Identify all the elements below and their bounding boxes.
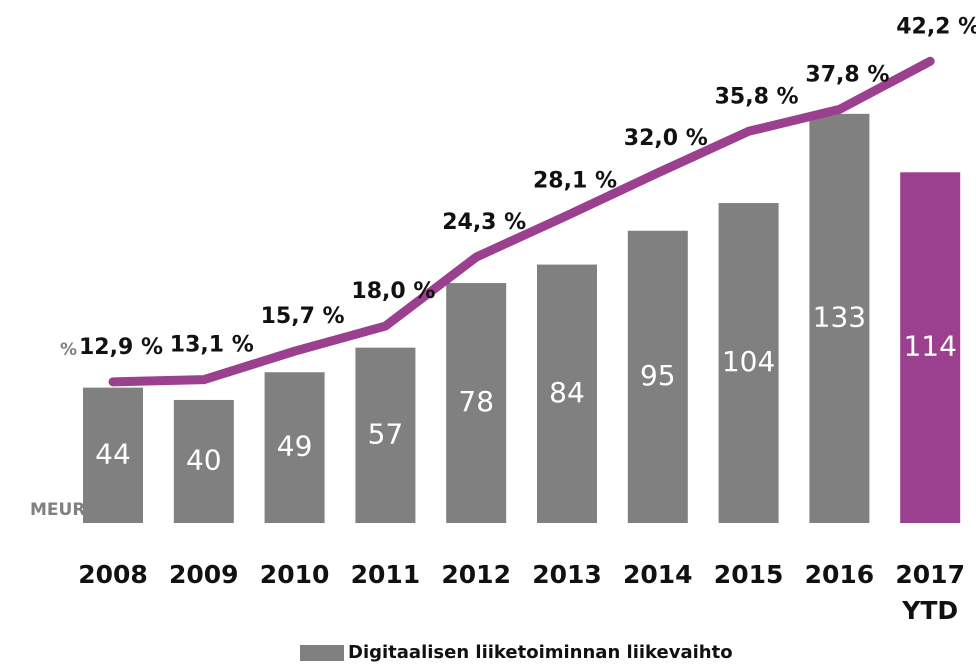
bar-label: 104 — [722, 345, 775, 378]
x-tick-label: 2015 — [713, 560, 784, 589]
line-label: 32,0 % — [624, 126, 708, 151]
line — [108, 56, 935, 387]
x-tick-label: 2009 — [169, 560, 239, 589]
x-tick-label: 2016 — [804, 560, 875, 589]
line-label: 15,7 % — [261, 304, 345, 329]
x-tick-label: 2017 YTD — [895, 560, 965, 625]
line-label: 24,3 % — [442, 210, 526, 235]
bar-label: 84 — [549, 376, 585, 409]
bar — [264, 372, 325, 523]
x-tick-label: 2011 — [350, 560, 421, 589]
bar — [627, 230, 688, 523]
bar — [83, 387, 143, 523]
x-tick-label: 2010 — [259, 560, 330, 589]
bar — [809, 113, 870, 524]
line-label: 37,8 % — [805, 62, 889, 87]
line-label: 42,2 % — [896, 14, 976, 39]
bar-label: 44 — [95, 437, 131, 470]
bar-label: 78 — [458, 385, 494, 418]
legend-label: Digitaalisen liiketoiminnan liikevaihto — [348, 642, 733, 663]
y2-axis-label: % — [60, 340, 77, 360]
line-label: 18,0 % — [351, 279, 435, 304]
y-axis-label: MEUR — [30, 500, 85, 520]
bar-label: 40 — [186, 443, 222, 476]
bar — [355, 347, 416, 523]
x-tick-label: 2013 — [532, 560, 602, 589]
x-tick-label: 2012 — [441, 560, 511, 589]
bar — [537, 264, 597, 523]
bar-label: 114 — [903, 330, 956, 363]
bar-label: 49 — [277, 430, 313, 463]
bar — [900, 172, 961, 523]
bar-label: 95 — [640, 359, 676, 392]
bar — [446, 283, 507, 523]
x-tick-label: 2014 — [623, 560, 693, 589]
line-label: 28,1 % — [533, 169, 617, 194]
x-tick-label: 2008 — [78, 560, 148, 589]
bar-label: 57 — [368, 417, 404, 450]
bar-label: 133 — [813, 300, 866, 333]
bar — [718, 203, 779, 523]
bar — [173, 399, 234, 523]
line-label: 13,1 % — [170, 333, 254, 358]
line-label: 35,8 % — [715, 84, 799, 109]
legend-swatch — [300, 645, 344, 661]
line-label: 12,9 % — [79, 335, 163, 360]
